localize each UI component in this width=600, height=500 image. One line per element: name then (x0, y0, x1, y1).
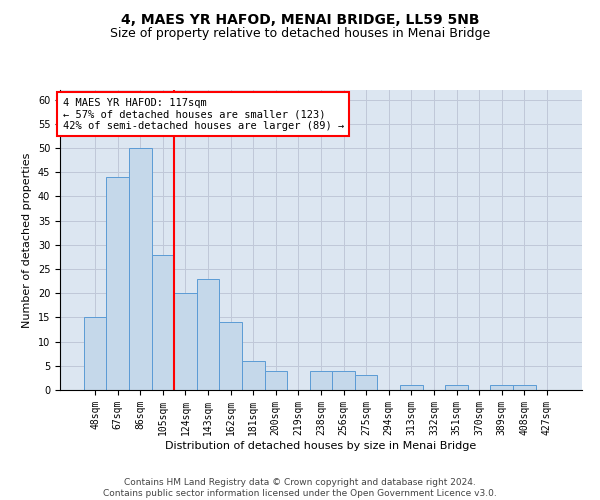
Text: Size of property relative to detached houses in Menai Bridge: Size of property relative to detached ho… (110, 28, 490, 40)
Bar (400, 385, 422, 390)
Bar (106, 177, 129, 390)
Bar (242, 361, 265, 390)
Bar (197, 278, 220, 390)
Bar (129, 148, 152, 390)
Y-axis label: Number of detached properties: Number of detached properties (22, 152, 32, 328)
Bar (310, 370, 332, 390)
Bar (490, 385, 513, 390)
Text: Contains HM Land Registry data © Crown copyright and database right 2024.
Contai: Contains HM Land Registry data © Crown c… (103, 478, 497, 498)
Bar (513, 385, 536, 390)
Bar (355, 376, 377, 390)
Bar (174, 293, 197, 390)
Bar (152, 254, 174, 390)
Bar (220, 322, 242, 390)
Text: 4 MAES YR HAFOD: 117sqm
← 57% of detached houses are smaller (123)
42% of semi-d: 4 MAES YR HAFOD: 117sqm ← 57% of detache… (62, 98, 344, 130)
Bar (84, 318, 106, 390)
Bar (332, 370, 355, 390)
Bar (265, 370, 287, 390)
Bar (445, 385, 468, 390)
X-axis label: Distribution of detached houses by size in Menai Bridge: Distribution of detached houses by size … (166, 440, 476, 450)
Text: 4, MAES YR HAFOD, MENAI BRIDGE, LL59 5NB: 4, MAES YR HAFOD, MENAI BRIDGE, LL59 5NB (121, 12, 479, 26)
